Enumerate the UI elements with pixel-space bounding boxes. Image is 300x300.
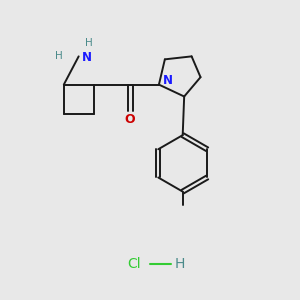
- Text: H: H: [175, 257, 185, 272]
- Text: O: O: [125, 113, 135, 126]
- Text: H: H: [85, 38, 93, 48]
- Text: N: N: [82, 51, 92, 64]
- Text: H: H: [56, 51, 63, 62]
- Text: Cl: Cl: [127, 257, 140, 272]
- Text: N: N: [163, 74, 172, 87]
